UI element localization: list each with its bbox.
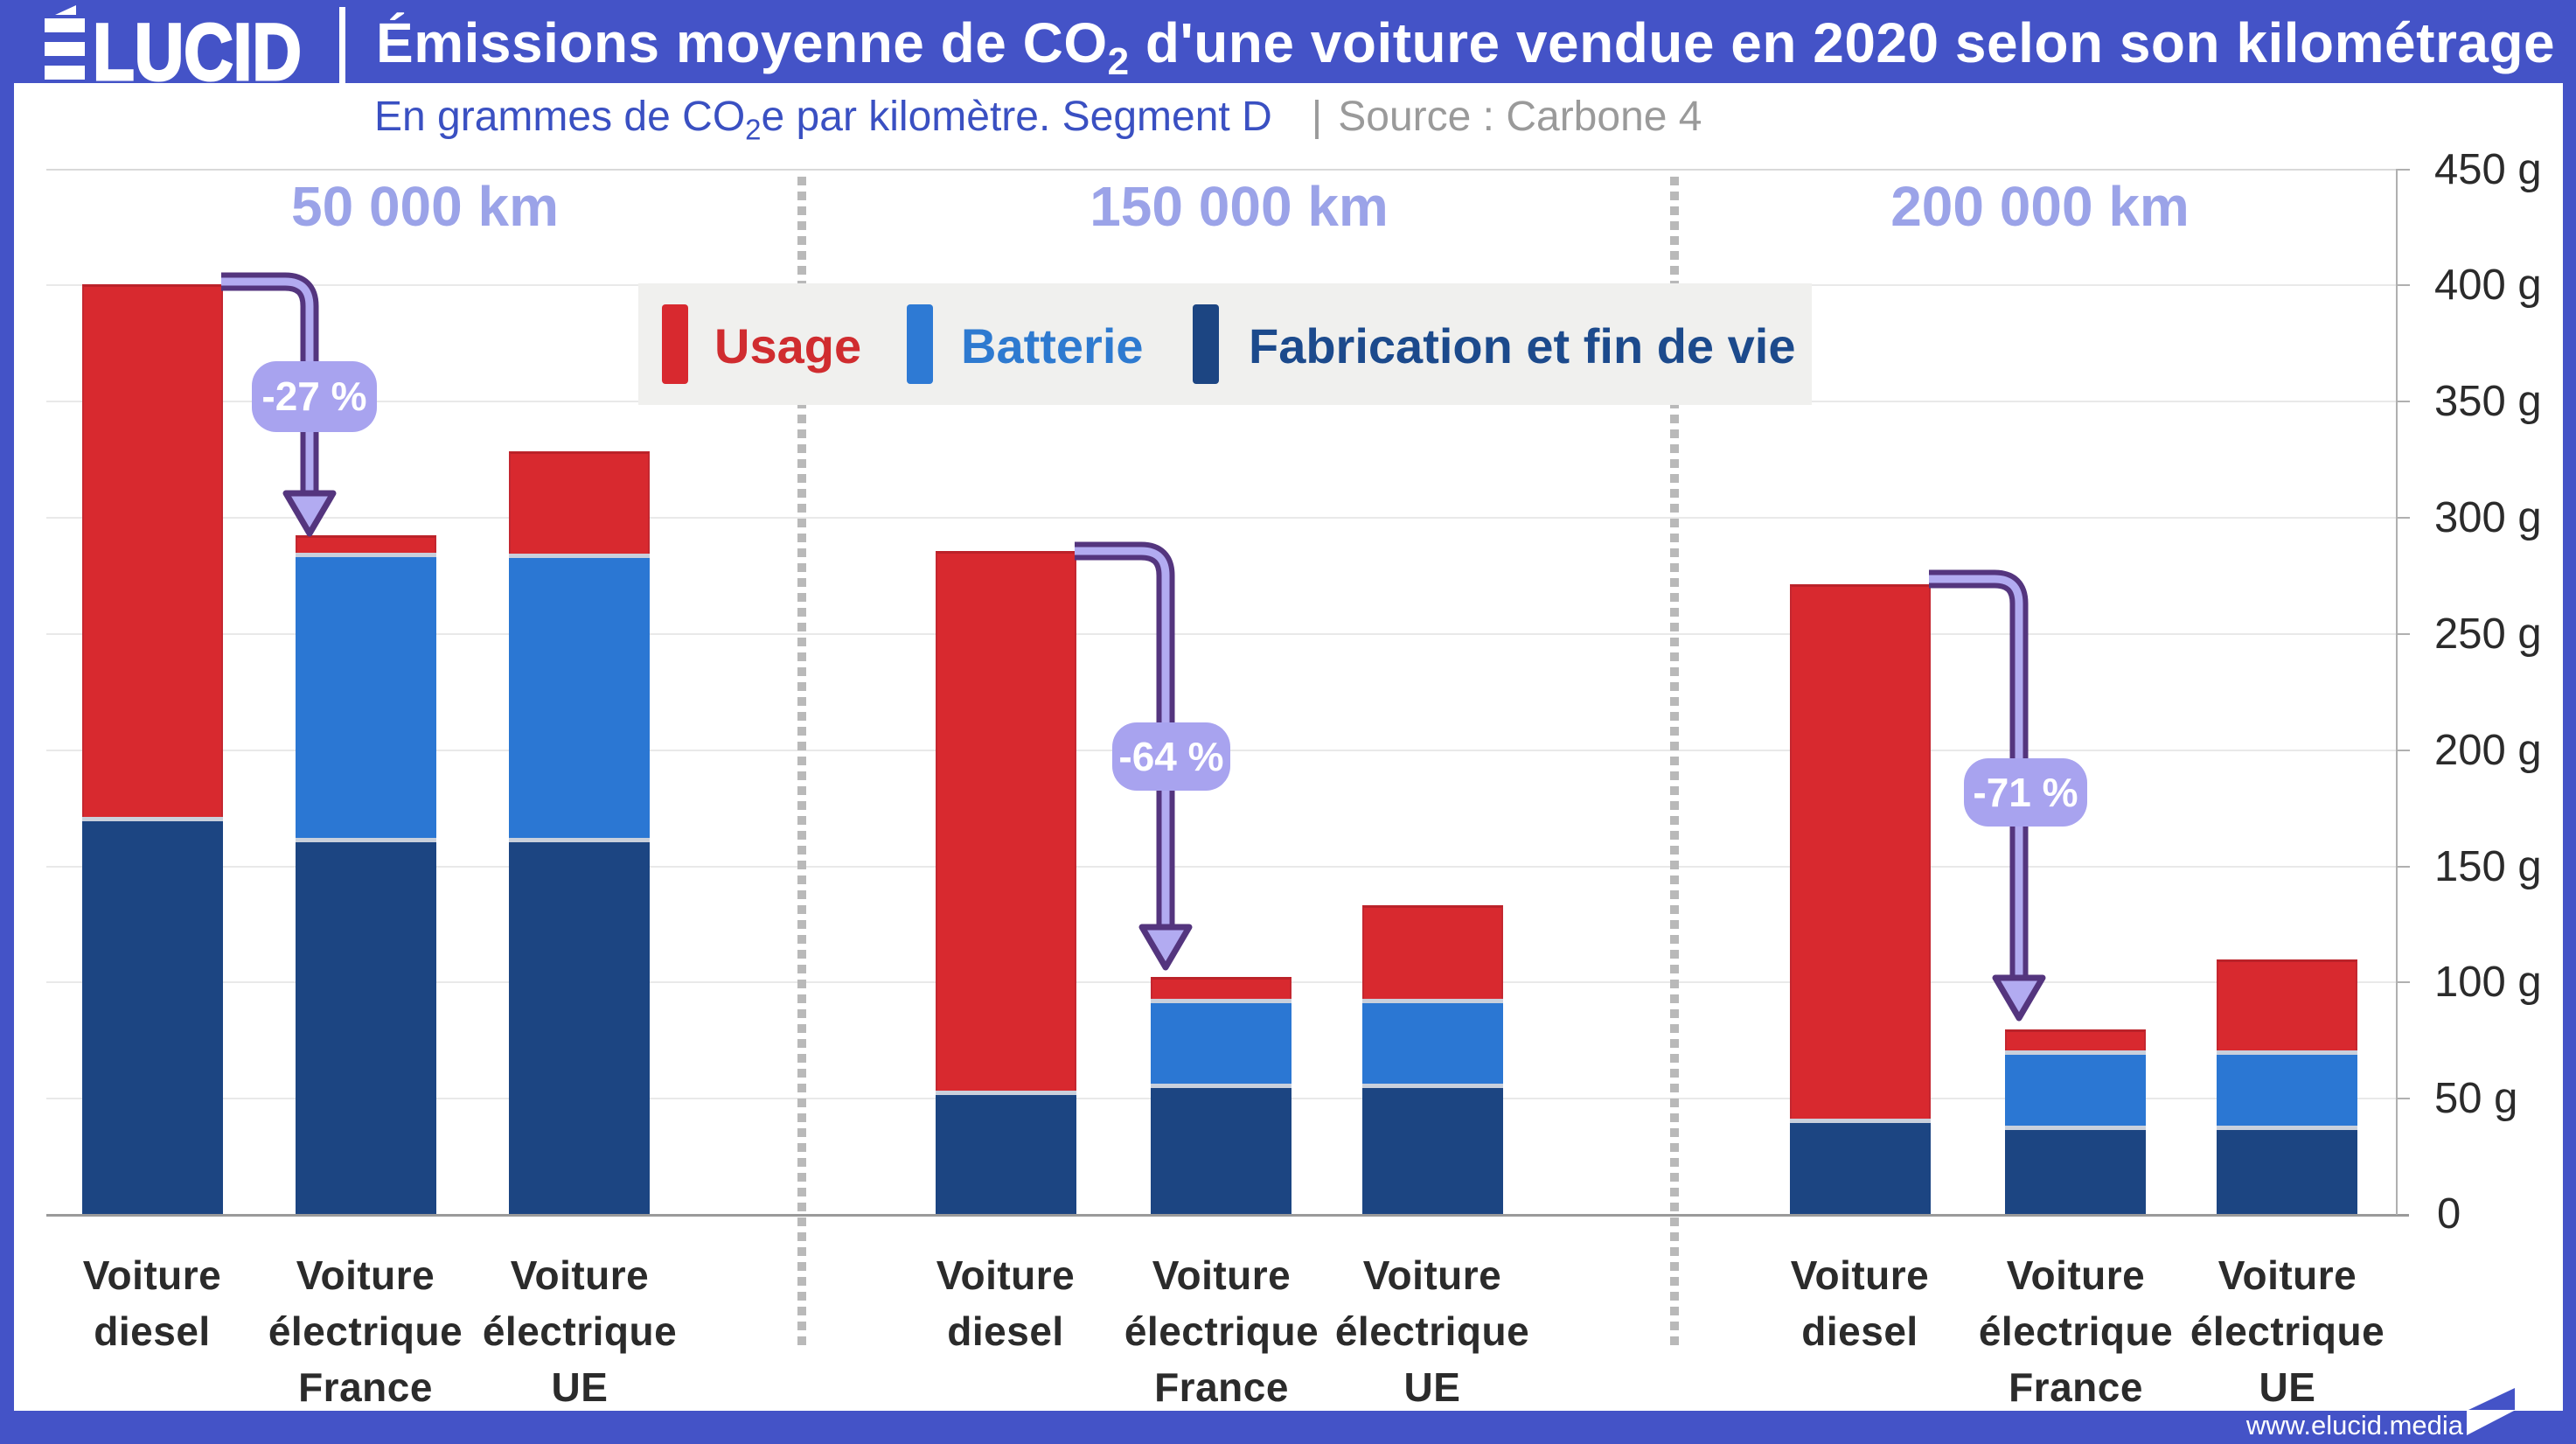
svg-text:LUCID: LUCID [93, 8, 302, 83]
